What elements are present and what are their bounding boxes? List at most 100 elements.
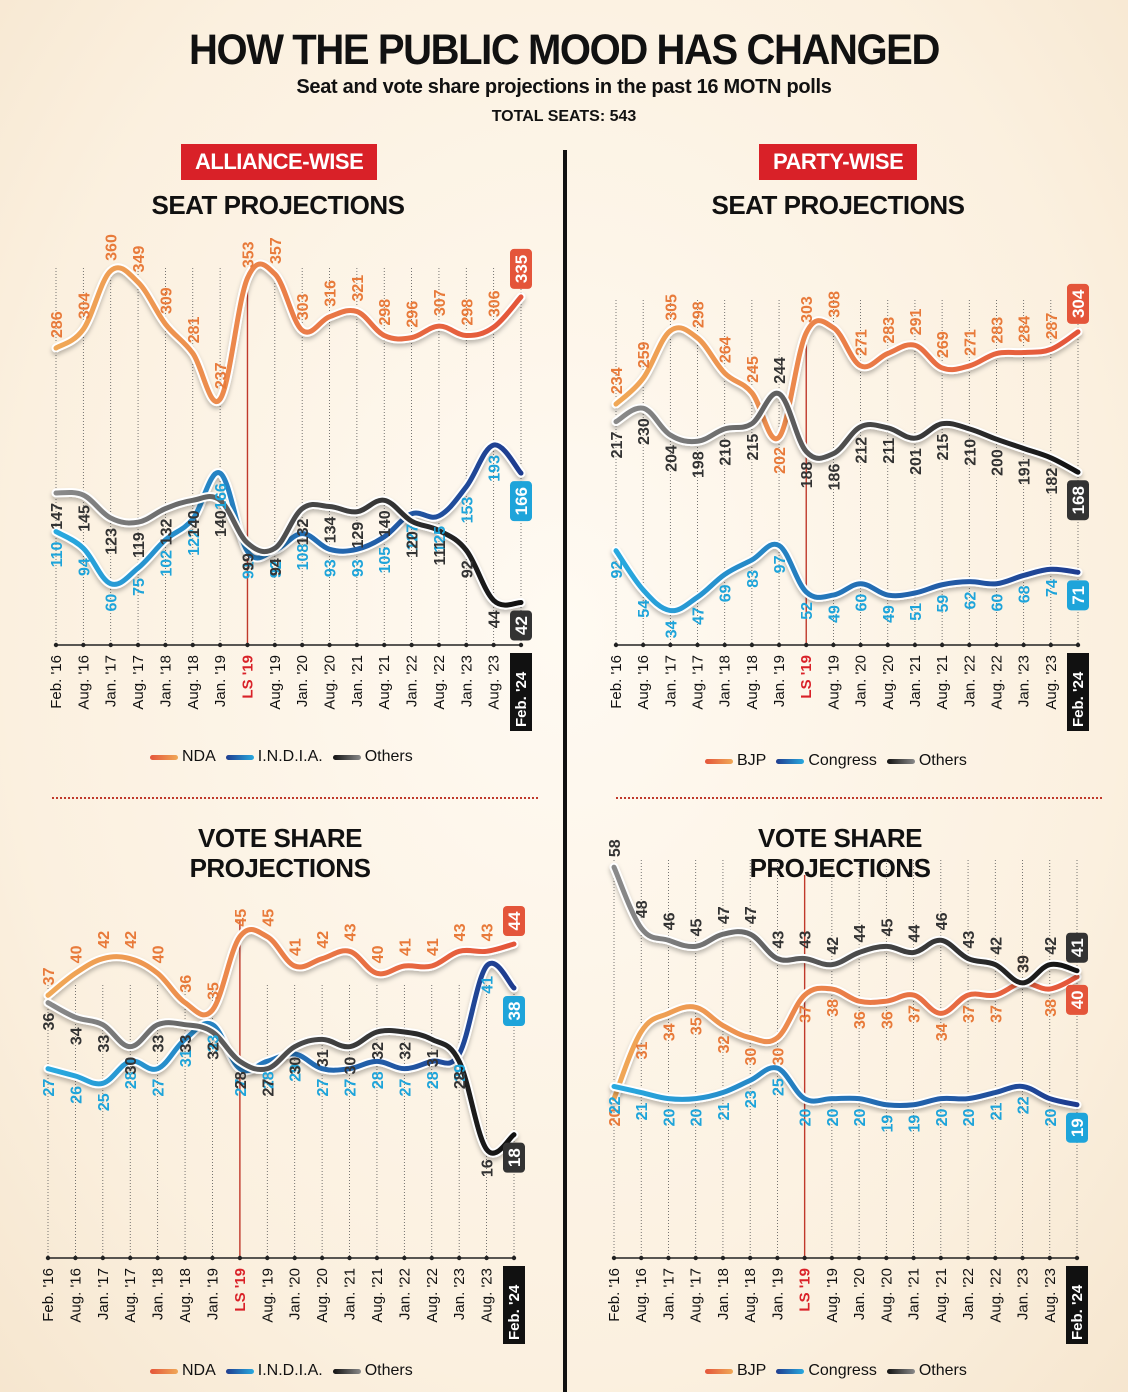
data-label: 35: [205, 982, 222, 1000]
x-tick-label: Aug. '19: [825, 655, 842, 710]
data-label: 42: [315, 931, 332, 949]
series-line-others: [53, 489, 524, 608]
axis-tick: [695, 642, 700, 648]
data-label: 83: [745, 570, 762, 588]
x-tick-label: Jan. '21: [349, 655, 366, 707]
data-label: 29: [452, 1064, 469, 1082]
x-tick-label: Jan. '21: [906, 1268, 923, 1320]
data-label: 119: [131, 532, 148, 558]
x-tick-label: Aug. '17: [688, 1268, 705, 1323]
legend-swatch: [332, 1368, 361, 1374]
data-label: 27: [397, 1079, 414, 1097]
data-label: 201: [908, 448, 925, 475]
data-label: 30: [770, 1048, 787, 1066]
data-label: 46: [661, 912, 678, 930]
axis-tick: [668, 642, 673, 648]
party-vote-title-line1: VOTE SHARE: [757, 823, 923, 853]
center-divider: [563, 150, 567, 1392]
data-label: 298: [691, 301, 708, 328]
data-label: 99: [240, 553, 257, 571]
data-label: 134: [323, 516, 340, 543]
x-tick-label: Aug. '20: [322, 655, 339, 710]
axis-tick: [720, 1255, 726, 1261]
data-label: 47: [716, 906, 733, 924]
data-label: 212: [854, 437, 871, 464]
axis-tick: [73, 1255, 78, 1261]
axis-tick: [639, 1255, 644, 1261]
data-label: 305: [663, 294, 680, 321]
data-label: 28: [233, 1071, 250, 1089]
legend-swatch: [150, 1368, 178, 1374]
x-tick-label: Feb. '24: [506, 1284, 523, 1340]
data-label: 40: [370, 945, 387, 963]
x-tick-label: Jan. '23: [1015, 1268, 1032, 1320]
data-label: 30: [743, 1048, 760, 1066]
legend-swatch: [225, 754, 254, 760]
data-label: 193: [487, 455, 504, 482]
data-label: 42: [825, 937, 842, 955]
latest-tick-bg: [510, 653, 532, 731]
data-label: 186: [826, 464, 843, 491]
data-label: 27: [260, 1079, 277, 1097]
legend-item: Others: [886, 1362, 967, 1380]
data-label: 16: [480, 1159, 497, 1177]
data-label: 127: [405, 524, 422, 551]
data-label-latest: 304: [1069, 289, 1088, 318]
data-label: 31: [178, 1049, 195, 1067]
x-tick-label: Jan. '20: [287, 1268, 304, 1320]
data-label: 281: [186, 316, 203, 343]
latest-value-badge: [510, 481, 532, 522]
axis-tick: [1048, 642, 1054, 648]
legend-label: Congress: [808, 752, 877, 769]
data-label: 198: [691, 451, 708, 478]
data-label: 25: [770, 1078, 787, 1096]
data-label: 35: [689, 1017, 706, 1035]
data-label: 93: [350, 559, 367, 577]
latest-value-badge: [1066, 1112, 1088, 1143]
alliance-wise-tag: ALLIANCE-WISE: [181, 144, 378, 180]
data-label: 94: [268, 558, 285, 576]
data-label: 36: [879, 1011, 896, 1029]
axis-tick: [885, 642, 890, 648]
x-tick-label: Jan. '17: [662, 655, 679, 707]
axis-tick: [1021, 642, 1026, 648]
x-tick-label: Aug. '23: [1042, 1268, 1059, 1323]
data-label: 51: [908, 603, 925, 621]
axis-tick: [265, 1255, 270, 1261]
data-label: 147: [49, 503, 66, 530]
data-label: 31: [634, 1042, 651, 1060]
axis-tick: [409, 642, 414, 648]
latest-tick-bg: [1067, 653, 1089, 731]
data-label: 360: [104, 234, 121, 261]
data-label: 215: [745, 434, 762, 461]
axis-tick: [1047, 1255, 1052, 1261]
axis-tick: [182, 1255, 188, 1261]
x-tick-label: Aug. '19: [259, 1268, 276, 1323]
data-label-latest: 335: [512, 255, 531, 283]
axis-tick: [327, 642, 332, 648]
axis-tick: [640, 642, 646, 648]
data-label: 39: [1016, 955, 1033, 973]
x-tick-label: Aug. '23: [479, 1268, 496, 1323]
data-label: 42: [988, 937, 1005, 955]
data-label: 47: [691, 607, 708, 625]
data-label: 132: [158, 519, 175, 546]
data-label-latest: 18: [505, 1148, 524, 1167]
x-tick-label: Aug. '23: [1043, 655, 1060, 710]
x-tick-label: Jan. '19: [204, 1268, 221, 1320]
x-tick-label: Feb. '16: [608, 655, 625, 709]
data-label: 166: [213, 483, 230, 510]
axis-tick: [245, 642, 250, 648]
axis-tick: [967, 642, 972, 648]
axis-tick: [831, 642, 836, 648]
data-label: 49: [881, 605, 898, 623]
data-label: 68: [1017, 585, 1034, 603]
data-label: 92: [609, 561, 626, 579]
x-tick-label: Jan. '19: [769, 1268, 786, 1320]
axis-tick: [1074, 1255, 1080, 1261]
axis-tick: [613, 642, 619, 648]
legend-item: Congress: [776, 1362, 877, 1380]
data-label: 45: [879, 918, 896, 936]
legend-item: Others: [332, 1362, 413, 1380]
data-label: 21: [634, 1102, 651, 1120]
